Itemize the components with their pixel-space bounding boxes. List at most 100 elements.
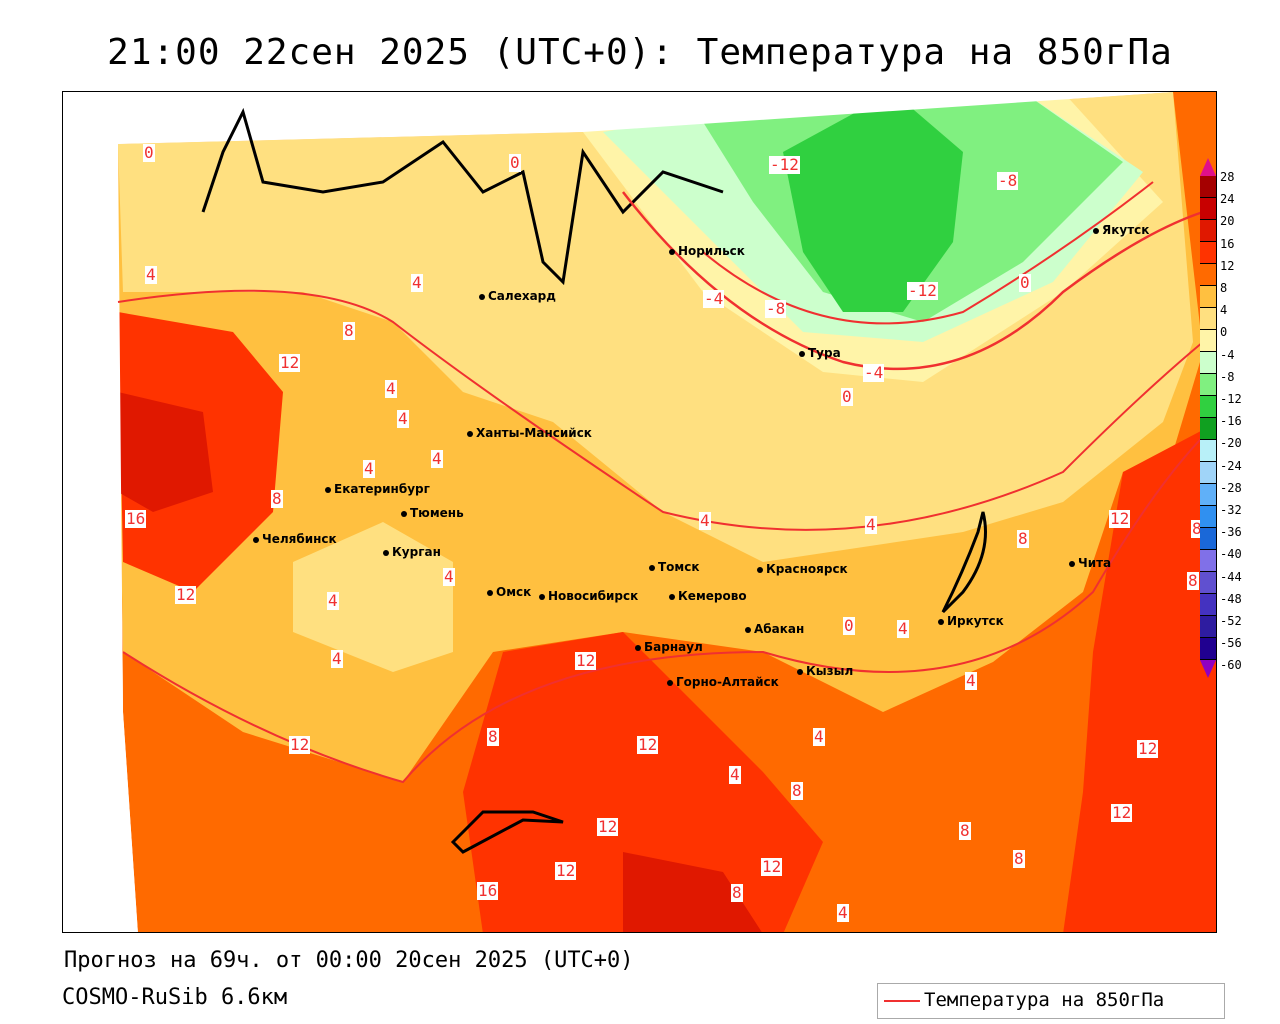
colorbar-bin (1200, 418, 1216, 440)
contour-label: -8 (765, 299, 787, 318)
city-label: Курган (383, 545, 441, 559)
contour-label: 0 (1019, 273, 1031, 292)
city-label: Барнаул (635, 640, 703, 654)
city-marker-icon (649, 564, 655, 571)
city-marker-icon (1069, 560, 1075, 567)
city-name: Тура (808, 346, 841, 360)
legend-line-swatch (884, 1000, 920, 1002)
colorbar-bin (1200, 550, 1216, 572)
colorbar-tick-label: -36 (1220, 525, 1242, 540)
city-name: Иркутск (947, 614, 1004, 628)
map-fields (63, 92, 1216, 932)
colorbar-tick-label: -24 (1220, 458, 1242, 473)
city-marker-icon (669, 593, 675, 600)
colorbar-bin (1200, 220, 1216, 242)
contour-label: 0 (509, 153, 521, 172)
city-name: Тюмень (410, 506, 464, 520)
city-marker-icon (669, 248, 675, 255)
city-name: Кызыл (806, 664, 854, 678)
city-label: Кемерово (669, 589, 747, 603)
city-marker-icon (253, 536, 259, 543)
colorbar-tick-label: -40 (1220, 547, 1242, 562)
colorbar-bin (1200, 286, 1216, 308)
city-name: Курган (392, 545, 441, 559)
contour-label: 8 (1191, 519, 1203, 538)
colorbar-bin (1200, 198, 1216, 220)
city-label: Салехард (479, 289, 556, 303)
city-label: Новосибирск (539, 589, 638, 603)
city-name: Салехард (488, 289, 556, 303)
contour-label: 4 (145, 265, 157, 284)
contour-label: 12 (597, 817, 619, 836)
city-name: Челябинск (262, 532, 337, 546)
city-marker-icon (1093, 227, 1099, 234)
contour-label: 16 (125, 509, 147, 528)
colorbar-tick-label: 24 (1220, 192, 1235, 207)
city-marker-icon (325, 486, 331, 493)
contour-label: -4 (863, 363, 885, 382)
contour-label: 8 (791, 781, 803, 800)
contour-label: -4 (703, 289, 725, 308)
colorbar (1200, 158, 1216, 678)
city-marker-icon (383, 549, 389, 556)
city-label: Чита (1069, 556, 1111, 570)
city-name: Екатеринбург (334, 482, 430, 496)
colorbar-tick-label: -8 (1220, 369, 1235, 384)
contour-label: 4 (331, 649, 343, 668)
contour-label: 12 (575, 651, 597, 670)
city-label: Красноярск (757, 562, 848, 576)
contour-label: 12 (1111, 803, 1133, 822)
city-label: Томск (649, 560, 700, 574)
lake-baikal (941, 511, 987, 614)
contour-label: 4 (411, 273, 423, 292)
contour-label: 4 (897, 619, 909, 638)
contour-label: 8 (1017, 529, 1029, 548)
contour-label: -8 (997, 171, 1019, 190)
city-marker-icon (479, 293, 485, 300)
contour-label: 4 (385, 379, 397, 398)
contour-label: -12 (769, 155, 800, 174)
colorbar-tick-label: -52 (1220, 614, 1242, 628)
city-name: Красноярск (766, 562, 848, 576)
colorbar-tick-label: -16 (1220, 414, 1242, 429)
colorbar-tick-label: 4 (1220, 303, 1228, 318)
colorbar-tick-label: -60 (1220, 658, 1242, 673)
coastline (201, 107, 724, 286)
colorbar-bin (1200, 506, 1216, 528)
city-name: Омск (496, 585, 532, 599)
city-label: Горно-Алтайск (667, 675, 779, 689)
city-label: Кызыл (797, 664, 853, 678)
field-12-16-east (1063, 423, 1216, 932)
colorbar-tick-label: 28 (1220, 170, 1235, 184)
contour-label: 12 (761, 857, 783, 876)
colorbar-bin (1200, 528, 1216, 550)
legend: Температура на 850гПа (877, 983, 1225, 1019)
contour-label: 0 (841, 387, 853, 406)
contour-label: 16 (477, 881, 499, 900)
city-marker-icon (938, 618, 944, 625)
contour-label: 4 (431, 449, 443, 468)
contour-label: 4 (397, 409, 409, 428)
colorbar-tick-label: 0 (1220, 325, 1228, 340)
contour-label: 8 (343, 321, 355, 340)
city-name: Норильск (678, 244, 745, 258)
colorbar-bin (1200, 440, 1216, 462)
contour-label: 8 (731, 883, 743, 902)
contour-label: 12 (279, 353, 301, 372)
forecast-info: Прогноз на 69ч. от 00:00 20сен 2025 (UTC… (64, 948, 634, 973)
field-12-16-south (463, 632, 823, 932)
contour-label: 12 (1109, 509, 1131, 528)
temperature-map: Норильск Якутск Салехард Тура Ханты-Мансийск… (62, 91, 1217, 933)
city-name: Чита (1078, 556, 1112, 570)
colorbar-bin (1200, 616, 1216, 638)
lake-balkhash (450, 810, 564, 854)
city-label: Иркутск (938, 614, 1004, 628)
colorbar-bin (1200, 484, 1216, 506)
city-marker-icon (487, 589, 493, 596)
colorbar-tick-label: 12 (1220, 258, 1235, 273)
city-name: Якутск (1102, 223, 1150, 237)
city-name: Горно-Алтайск (676, 675, 779, 689)
contour-label: 8 (487, 727, 499, 746)
city-marker-icon (539, 593, 545, 600)
colorbar-bin (1200, 462, 1216, 484)
